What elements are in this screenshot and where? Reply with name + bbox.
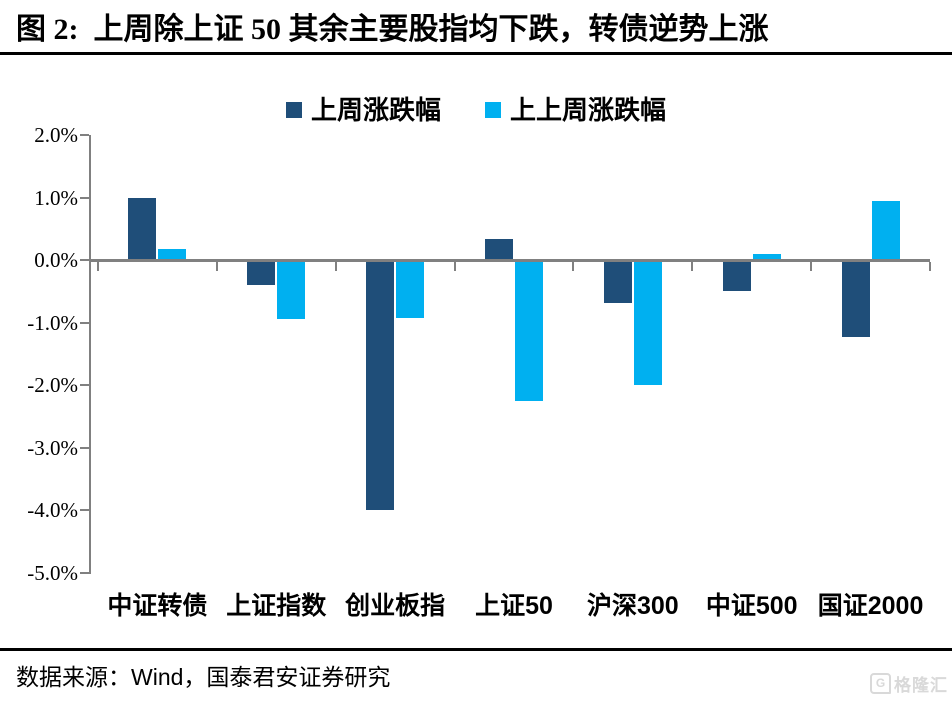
y-axis-label: -2.0% [27,373,78,398]
x-axis-label: 上证指数 [226,592,327,620]
x-axis-label: 创业板指 [345,592,446,620]
bar [277,260,306,319]
x-tick-mark [691,261,694,271]
bar [366,260,395,511]
bar [752,253,781,261]
title-divider [0,52,952,55]
y-tick-mark [80,509,89,512]
legend-swatch-prev-week [485,102,501,118]
x-tick-mark [215,261,218,271]
figure-title: 图 2: 上周除上证 50 其余主要股指均下跌，转债逆势上涨 [16,13,769,46]
y-tick-mark [80,321,89,324]
legend-item-last-week: 上周涨跌幅 [285,95,441,125]
x-axis-label: 上证50 [475,592,553,620]
y-axis-label: -4.0% [27,498,78,523]
legend-swatch-last-week [285,102,302,118]
bar [485,239,513,261]
x-axis-label: 沪深300 [586,592,679,620]
x-axis-label: 国证2000 [817,592,924,620]
x-tick-mark [453,261,456,271]
x-tick-mark [97,261,99,271]
y-axis-label: 2.0% [34,123,78,147]
y-tick-mark [80,572,89,574]
legend-label: 上上周涨跌幅 [510,95,667,125]
x-tick-mark [810,261,813,271]
y-axis-label: -1.0% [27,310,78,335]
bar [247,260,276,286]
y-axis-label: -3.0% [27,435,78,460]
zero-line [89,258,930,262]
source-text: 数据来源：Wind，国泰君安证券研究 [16,664,391,690]
footer-divider [0,648,952,651]
legend-label: 上周涨跌幅 [310,95,441,125]
y-tick-mark [80,384,89,387]
bar [871,200,900,261]
watermark-g-icon: G [870,673,891,694]
y-tick-mark [80,259,89,262]
y-tick-mark [80,196,89,199]
bar [722,260,751,292]
x-axis-label: 中证500 [705,592,798,620]
x-tick-mark [572,261,575,271]
y-tick-mark [80,446,89,449]
bar [128,197,157,261]
y-axis-label: 0.0% [34,248,78,273]
bar [633,260,662,386]
bar [841,260,870,338]
bar [603,260,632,303]
y-tick-mark [80,134,89,136]
bar [396,260,425,319]
watermark-label: 格隆汇 [894,676,948,695]
y-axis-label: -5.0% [27,561,78,585]
y-axis-label: 1.0% [34,185,78,210]
bar [158,248,187,261]
chart-legend: 上周涨跌幅 上上周涨跌幅 [0,94,952,126]
y-axis-line [89,135,91,574]
x-axis-label: 中证转债 [107,592,208,620]
x-tick-mark [929,261,931,271]
bar [515,260,543,401]
grandlh-watermark: G 格隆汇 [870,671,948,696]
legend-item-prev-week: 上上周涨跌幅 [485,97,666,123]
x-tick-mark [334,261,337,271]
